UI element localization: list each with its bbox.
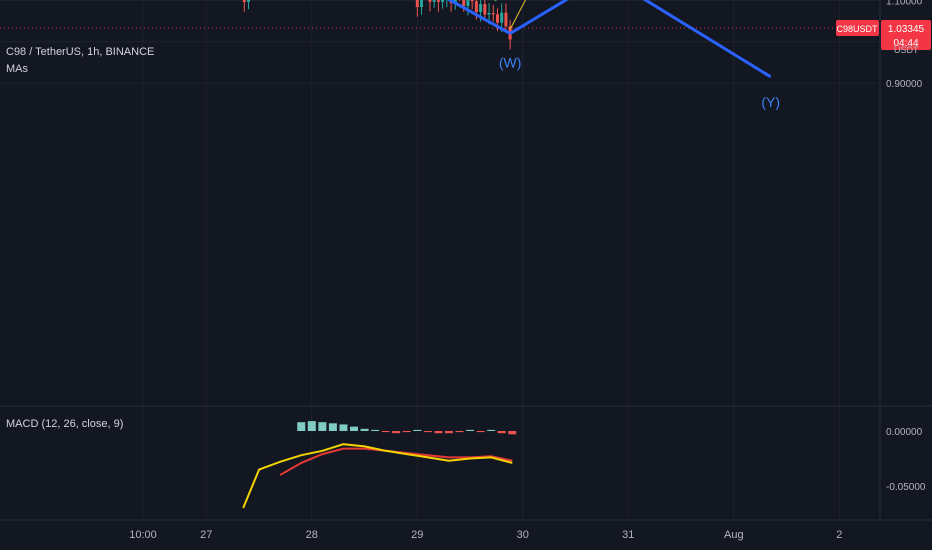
time-tick-label: 31 [622,529,634,541]
macd-histogram-bar [318,422,327,431]
candle-body[interactable] [466,0,470,7]
candle-body[interactable] [483,4,487,15]
candle-body[interactable] [487,12,491,15]
macd-histogram-bar [381,431,390,433]
candle-body[interactable] [247,0,250,2]
candle-body[interactable] [462,0,466,7]
price-tick-label: 0.90000 [886,79,923,90]
candle-body[interactable] [479,4,483,12]
candle-body[interactable] [415,0,419,8]
macd-histogram-bar [371,429,380,431]
candle-body[interactable] [491,12,495,15]
candle-body[interactable] [504,12,508,27]
macd-histogram-bar [508,431,517,435]
currency-label: USDT [894,45,919,55]
candle-body[interactable] [428,0,432,2]
candle-body[interactable] [420,0,424,8]
candle-body[interactable] [436,0,440,2]
ma-indicator-label[interactable]: MAs [6,63,28,75]
macd-histogram-bar [466,429,475,431]
ticker-tag [836,19,879,36]
macd-histogram-bar [487,429,496,431]
candle-body[interactable] [495,14,499,23]
macd-histogram-bar [476,431,485,433]
symbol-title[interactable]: C98 / TetherUS, 1h, BINANCE [6,46,155,58]
macd-histogram-bar [455,431,464,433]
macd-histogram-bar [307,421,316,431]
time-tick-label: 28 [306,529,318,541]
candle-body[interactable] [432,0,436,2]
macd-histogram-bar [444,431,453,434]
time-tick-label: 27 [200,529,212,541]
candle-body[interactable] [474,1,478,12]
time-tick-label: 10:00 [129,529,157,541]
candle-body[interactable] [441,0,445,2]
time-tick-label: 29 [411,529,423,541]
candle-body[interactable] [470,0,474,2]
macd-histogram-bar [423,431,432,433]
macd-histogram-bar [360,428,369,431]
ticker-tag-text: C98USDT [836,24,878,34]
bar-countdown: 04:44 [893,38,918,49]
wave-label-y: (Y) [761,94,780,110]
macd-histogram-bar [350,426,358,431]
macd-histogram-bar [392,431,401,434]
macd-tick-label: 0.00000 [886,427,923,438]
time-tick-label: Aug [724,529,744,541]
last-price-tag [881,19,931,50]
time-tick-label: 2 [836,529,842,541]
macd-histogram-bar [339,424,348,431]
macd-line [242,443,513,509]
macd-histogram-bar [328,423,337,431]
macd-histogram-bar [402,431,411,433]
macd-histogram-bar [297,422,306,431]
macd-tick-label: -0.05000 [886,482,926,493]
time-tick-label: 30 [517,529,529,541]
wxy-corrective-path [509,0,772,79]
candle-body[interactable] [500,12,504,23]
macd-histogram-bar [413,429,422,431]
last-price-value: 1.03345 [888,24,925,35]
candle-body[interactable] [242,0,246,2]
price-tick-label: 1.10000 [886,0,923,8]
macd-histogram-bar [497,431,506,434]
wave-label-w: (W) [499,55,522,71]
macd-histogram-bar [434,431,443,434]
macd-indicator-label[interactable]: MACD (12, 26, close, 9) [6,418,124,430]
